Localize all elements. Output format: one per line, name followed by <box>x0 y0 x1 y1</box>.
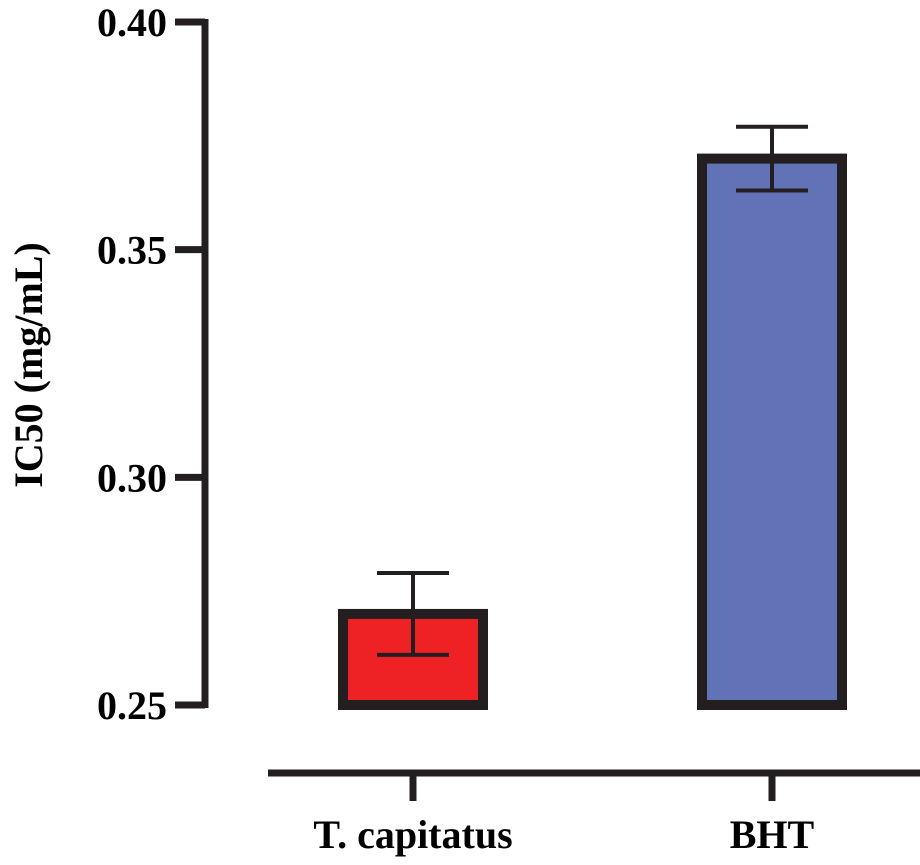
error-bar-group <box>377 124 808 657</box>
bar <box>697 153 847 711</box>
x-tick-label: T. capitatus <box>313 812 512 857</box>
y-tick-label: 0.30 <box>97 455 167 500</box>
y-tick-label: 0.40 <box>97 0 167 45</box>
x-tick-label: BHT <box>730 812 815 857</box>
x-tick-label-group: T. capitatus BHT <box>313 812 814 857</box>
y-axis-title: IC50 (mg/mL) <box>6 242 51 488</box>
bar-group <box>338 153 847 711</box>
y-tick-label: 0.25 <box>97 683 167 728</box>
x-axis <box>268 769 920 801</box>
y-tick-label: 0.35 <box>97 228 167 273</box>
y-tick-group: 0.25 0.30 0.35 0.40 <box>97 0 205 728</box>
